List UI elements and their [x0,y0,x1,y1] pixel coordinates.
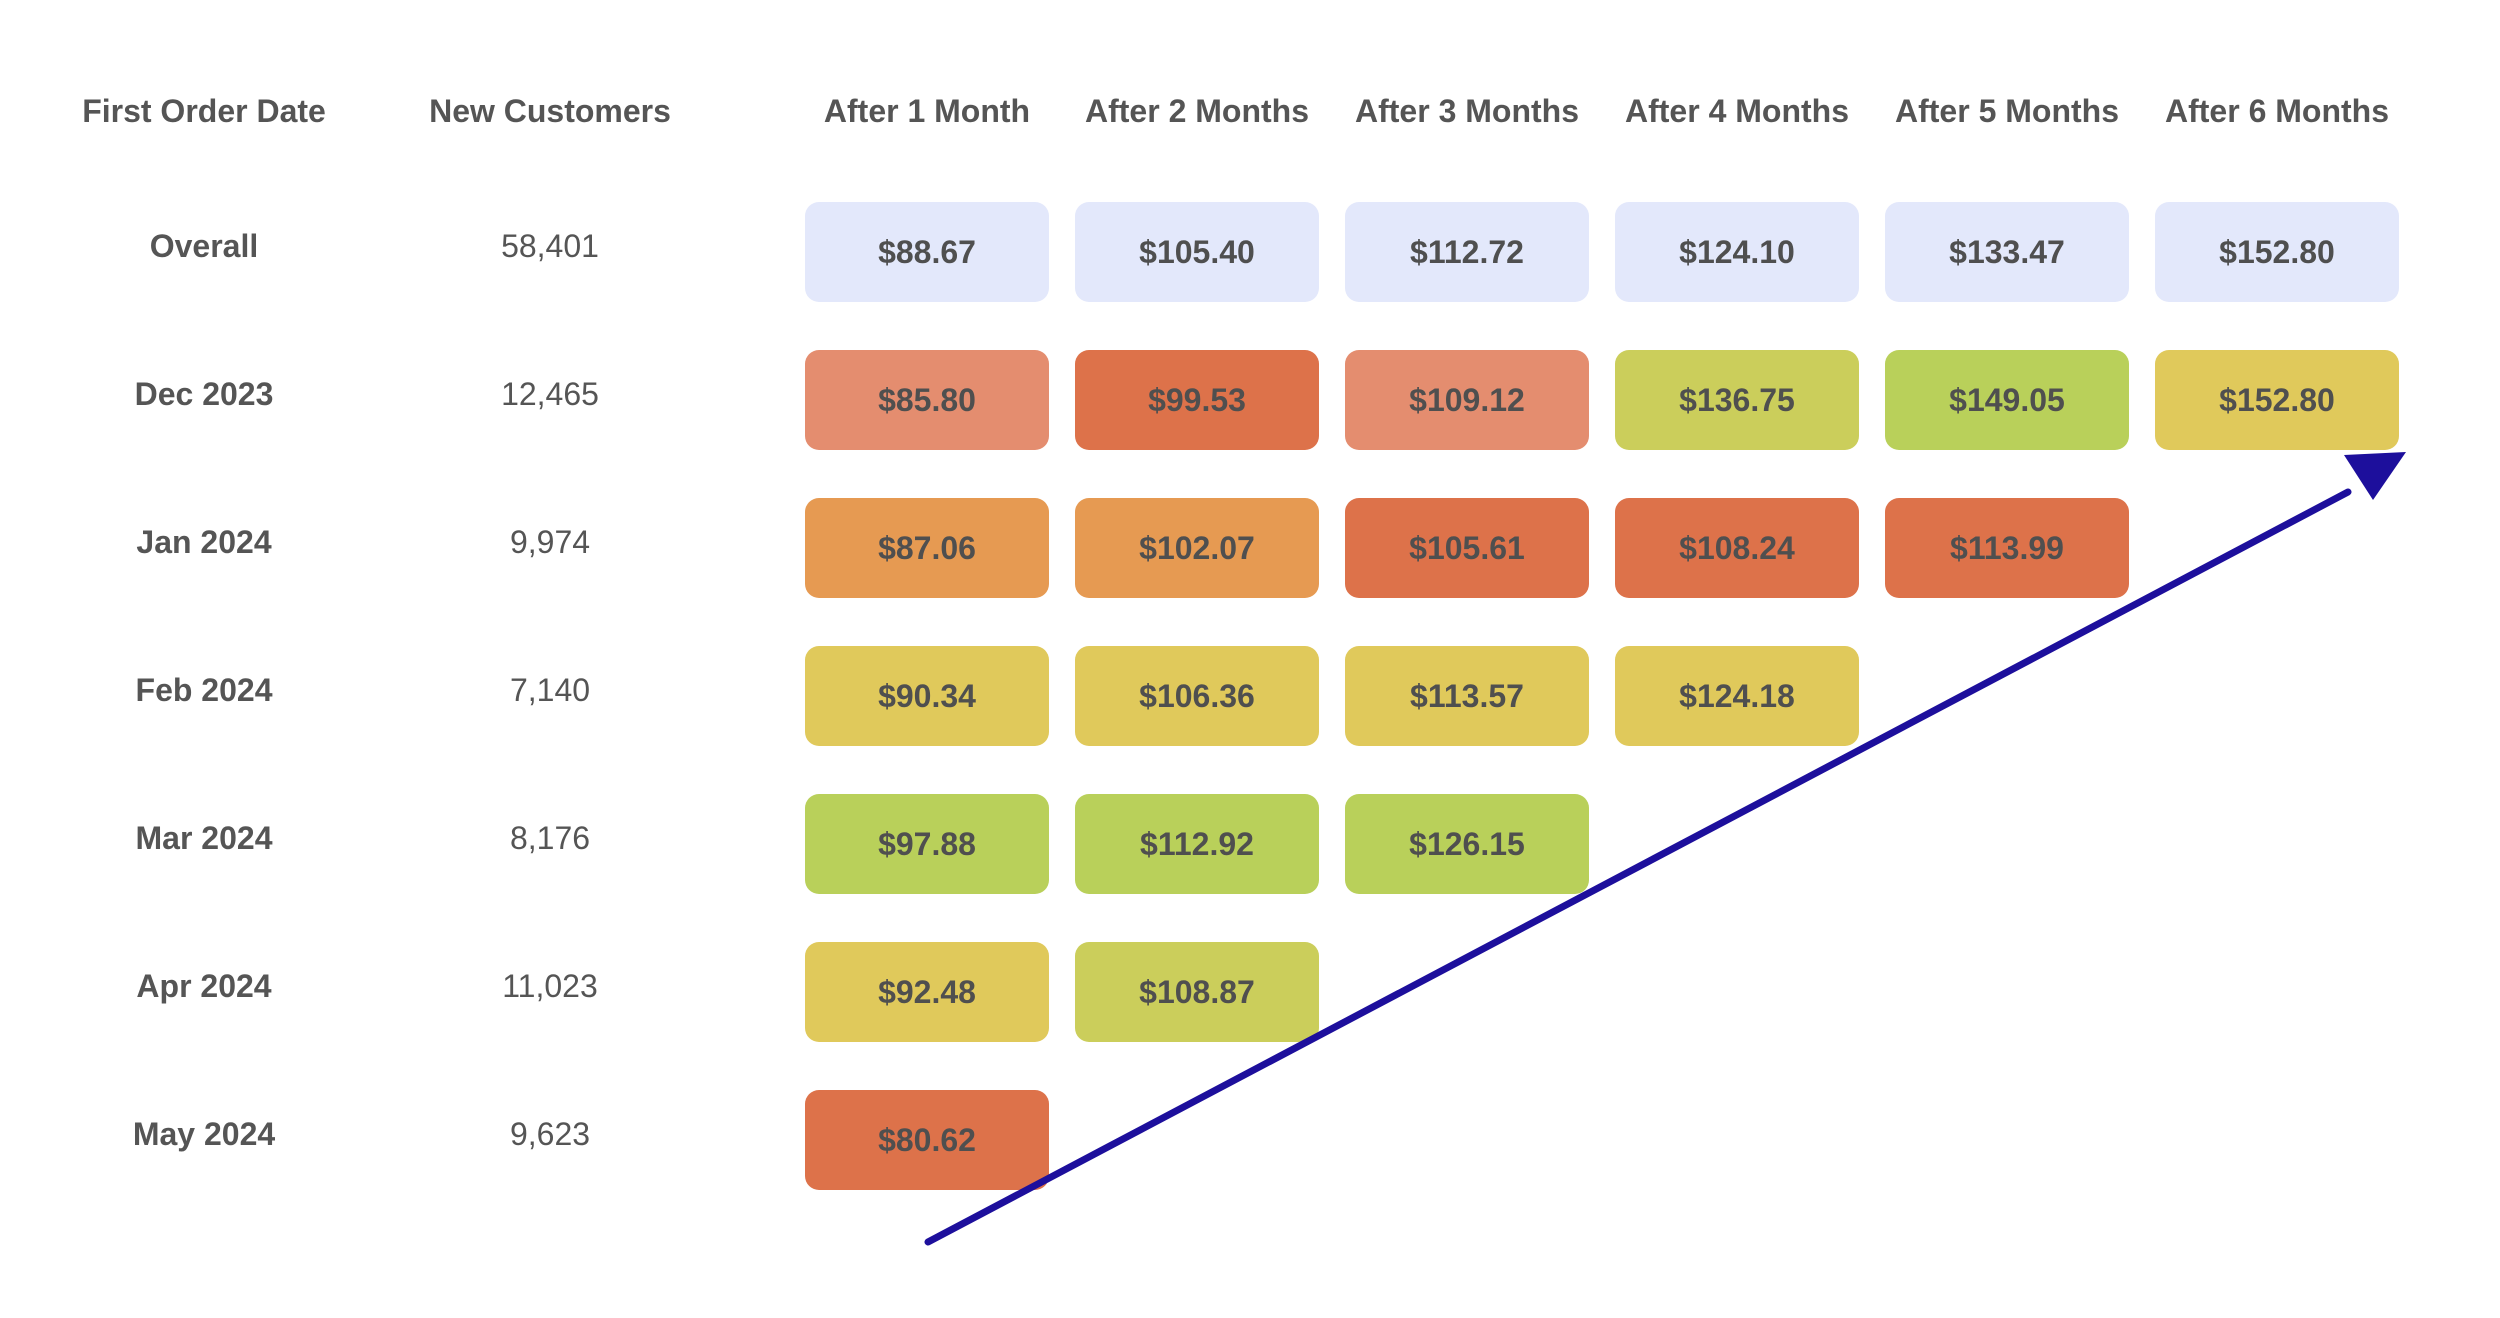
row-new-customers: 7,140 [509,672,591,708]
row-new-customers: 8,176 [509,820,591,856]
value-cell: $88.67 [805,202,1049,302]
row-label: Overall [149,228,259,264]
value-cell: $90.34 [805,646,1049,746]
header-period-3: After 3 Months [1355,93,1579,129]
value-cell: $133.47 [1885,202,2129,302]
row-new-customers: 9,623 [509,1116,591,1152]
value-cell: $152.80 [2155,350,2399,450]
value-cell: $92.48 [805,942,1049,1042]
value-cell: $102.07 [1075,498,1319,598]
value-cell: $112.72 [1345,202,1589,302]
header-first-order-date: First Order Date [82,93,326,129]
value-cell: $87.06 [805,498,1049,598]
value-cell: $126.15 [1345,794,1589,894]
value-cell: $105.40 [1075,202,1319,302]
value-cell: $80.62 [805,1090,1049,1190]
header-period-4: After 4 Months [1625,93,1849,129]
value-cell: $152.80 [2155,202,2399,302]
row-label: Feb 2024 [135,672,273,708]
value-cell: $106.36 [1075,646,1319,746]
header-period-2: After 2 Months [1085,93,1309,129]
row-new-customers: 11,023 [502,968,598,1004]
value-cell: $97.88 [805,794,1049,894]
header-period-1: After 1 Month [823,93,1031,129]
value-cell: $99.53 [1075,350,1319,450]
value-cell: $124.18 [1615,646,1859,746]
row-new-customers: 9,974 [509,524,591,560]
header-period-6: After 6 Months [2165,93,2389,129]
value-cell: $124.10 [1615,202,1859,302]
row-new-customers: 12,465 [501,376,599,412]
value-cell: $112.92 [1075,794,1319,894]
header-new-customers: New Customers [429,93,671,129]
value-cell: $108.87 [1075,942,1319,1042]
row-label: May 2024 [132,1116,276,1152]
value-cell: $85.80 [805,350,1049,450]
header-period-5: After 5 Months [1895,93,2119,129]
row-label: Mar 2024 [135,820,273,856]
row-new-customers: 58,401 [501,228,599,264]
value-cell: $136.75 [1615,350,1859,450]
value-cell: $113.99 [1885,498,2129,598]
value-cell: $105.61 [1345,498,1589,598]
row-label: Dec 2023 [134,376,274,412]
row-label: Apr 2024 [136,968,272,1004]
row-label: Jan 2024 [136,524,272,560]
value-cell: $113.57 [1345,646,1589,746]
value-cell: $108.24 [1615,498,1859,598]
value-cell: $109.12 [1345,350,1589,450]
value-cell: $149.05 [1885,350,2129,450]
